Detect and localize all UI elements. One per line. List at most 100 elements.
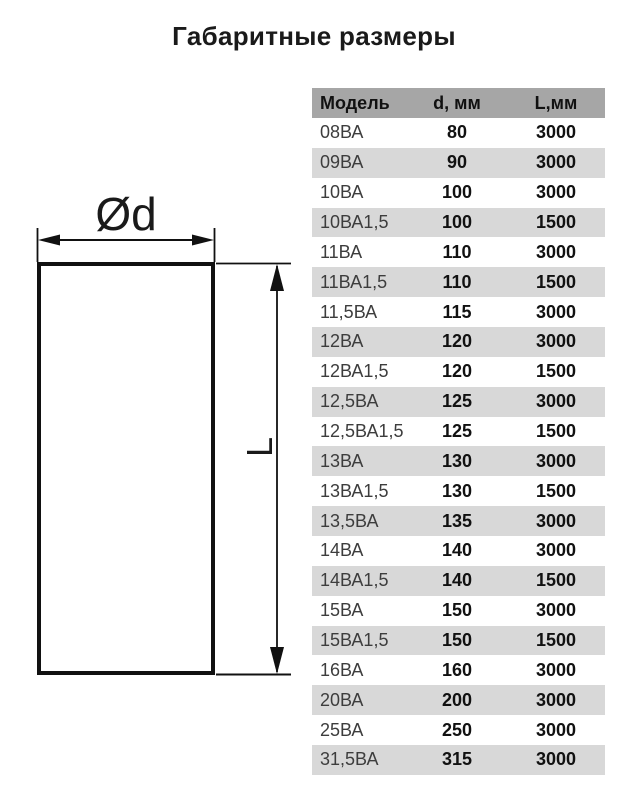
cell-length: 3000: [535, 331, 577, 352]
cell-length: 1500: [535, 421, 577, 442]
cell-model: 15ВА: [320, 600, 364, 621]
arrowhead-up-icon: [270, 264, 284, 291]
table-body: 08ВА 80 3000 09ВА 90 3000 10ВА 100 3000 …: [312, 118, 605, 775]
dimension-diagram: Ød L: [36, 188, 291, 676]
cell-length: 3000: [535, 600, 577, 621]
table-row: 09ВА 90 3000: [312, 147, 605, 178]
cell-model: 12,5ВА1,5: [320, 421, 404, 442]
cell-length: 1500: [535, 630, 577, 651]
table-row: 12ВА 120 3000: [312, 327, 605, 357]
cell-length: 3000: [535, 689, 577, 710]
cell-diameter: 100: [441, 182, 473, 203]
cell-diameter: 150: [441, 600, 473, 621]
table-row: 11ВА1,5 110 1500: [312, 267, 605, 298]
cell-length: 3000: [535, 182, 577, 203]
cell-diameter: 135: [441, 510, 473, 531]
header-cell-diameter: d, мм: [433, 92, 481, 113]
cell-length: 1500: [535, 212, 577, 232]
cell-model: 13ВА1,5: [320, 480, 389, 501]
table-row: 20ВА 200 3000: [312, 685, 605, 716]
cell-diameter: 140: [441, 570, 473, 591]
cell-diameter: 100: [441, 212, 473, 232]
cell-model: 20ВА: [320, 689, 364, 710]
cell-model: 16ВА: [320, 659, 364, 680]
table-header: Модель d, мм L,мм: [312, 88, 605, 118]
table-row: 13ВА 130 3000: [312, 446, 605, 477]
cell-diameter: 250: [441, 719, 473, 740]
cell-length: 3000: [535, 540, 577, 561]
cell-diameter: 130: [441, 450, 473, 471]
cell-model: 12ВА: [320, 331, 364, 352]
length-label: L: [239, 437, 280, 457]
table-row: 25ВА 250 3000: [312, 715, 605, 746]
cell-diameter: 150: [441, 630, 473, 651]
cell-length: 3000: [535, 719, 577, 740]
cell-diameter: 110: [442, 241, 472, 262]
cell-model: 12ВА1,5: [320, 361, 389, 382]
table-row: 10ВА1,5 100 1500: [312, 207, 605, 238]
cell-diameter: 120: [441, 361, 473, 382]
cell-length: 3000: [535, 152, 577, 173]
cell-length: 1500: [535, 271, 577, 292]
cell-length: 1500: [535, 570, 577, 591]
table-row: 11ВА 110 3000: [312, 237, 605, 268]
cell-length: 1500: [535, 361, 577, 382]
diameter-label: Ød: [95, 188, 156, 240]
cell-model: 14ВА: [320, 540, 364, 561]
cell-length: 3000: [535, 749, 577, 770]
cell-diameter: 160: [441, 659, 473, 680]
cell-model: 13ВА: [320, 450, 364, 471]
table-row: 12,5ВА 125 3000: [312, 386, 605, 417]
cell-length: 3000: [535, 301, 577, 322]
table-row: 10ВА 100 3000: [312, 177, 605, 208]
cell-model: 25ВА: [320, 719, 364, 740]
header-cell-model: Модель: [320, 92, 390, 113]
cell-model: 09ВА: [320, 152, 364, 173]
cell-model: 10ВА1,5: [320, 212, 389, 232]
table-row: 15ВА 150 3000: [312, 595, 605, 626]
dimensions-table: Модель d, мм L,мм 08ВА 80 3000 09ВА 90 3…: [312, 88, 605, 775]
table-row: 13ВА1,5 130 1500: [312, 476, 605, 507]
cell-model: 15ВА1,5: [320, 630, 389, 651]
cell-diameter: 140: [441, 540, 473, 561]
cell-model: 31,5ВА: [320, 749, 379, 770]
cell-diameter: 315: [441, 749, 473, 770]
table-row: 13,5ВА 135 3000: [312, 506, 605, 537]
cell-model: 11ВА1,5: [320, 271, 388, 292]
header-cell-length: L,мм: [534, 92, 578, 113]
cell-diameter: 130: [441, 480, 473, 501]
cell-diameter: 90: [446, 152, 468, 173]
cell-diameter: 80: [446, 122, 468, 143]
table-row: 31,5ВА 315 3000: [312, 745, 605, 775]
cell-model: 13,5ВА: [320, 510, 379, 531]
cell-length: 1500: [535, 480, 577, 501]
cell-length: 3000: [535, 391, 577, 412]
table-row: 12,5ВА1,5 125 1500: [312, 416, 605, 447]
cell-model: 11,5ВА: [320, 301, 378, 322]
cell-diameter: 125: [441, 421, 473, 442]
arrowhead-down-icon: [270, 647, 284, 674]
table-row: 16ВА 160 3000: [312, 655, 605, 686]
cell-diameter: 115: [442, 301, 472, 322]
cell-diameter: 110: [442, 271, 472, 292]
table-row: 14ВА 140 3000: [312, 536, 605, 566]
table-row: 12ВА1,5 120 1500: [312, 356, 605, 387]
cell-diameter: 125: [441, 391, 473, 412]
cell-model: 12,5ВА: [320, 391, 379, 412]
cell-diameter: 200: [441, 689, 473, 710]
cell-length: 3000: [535, 241, 577, 262]
table-row: 14ВА1,5 140 1500: [312, 565, 605, 596]
arrowhead-right-icon: [192, 234, 214, 246]
cell-model: 10ВА: [320, 182, 364, 203]
cell-length: 3000: [535, 122, 577, 143]
cell-model: 11ВА: [320, 241, 363, 262]
page-title: Габаритные размеры: [172, 21, 456, 51]
cell-length: 3000: [535, 659, 577, 680]
cell-model: 14ВА1,5: [320, 570, 389, 591]
arrowhead-left-icon: [38, 234, 60, 246]
cell-model: 08ВА: [320, 122, 364, 143]
tube-outline: [37, 262, 215, 675]
table-row: 15ВА1,5 150 1500: [312, 625, 605, 656]
table-row: 08ВА 80 3000: [312, 118, 605, 148]
